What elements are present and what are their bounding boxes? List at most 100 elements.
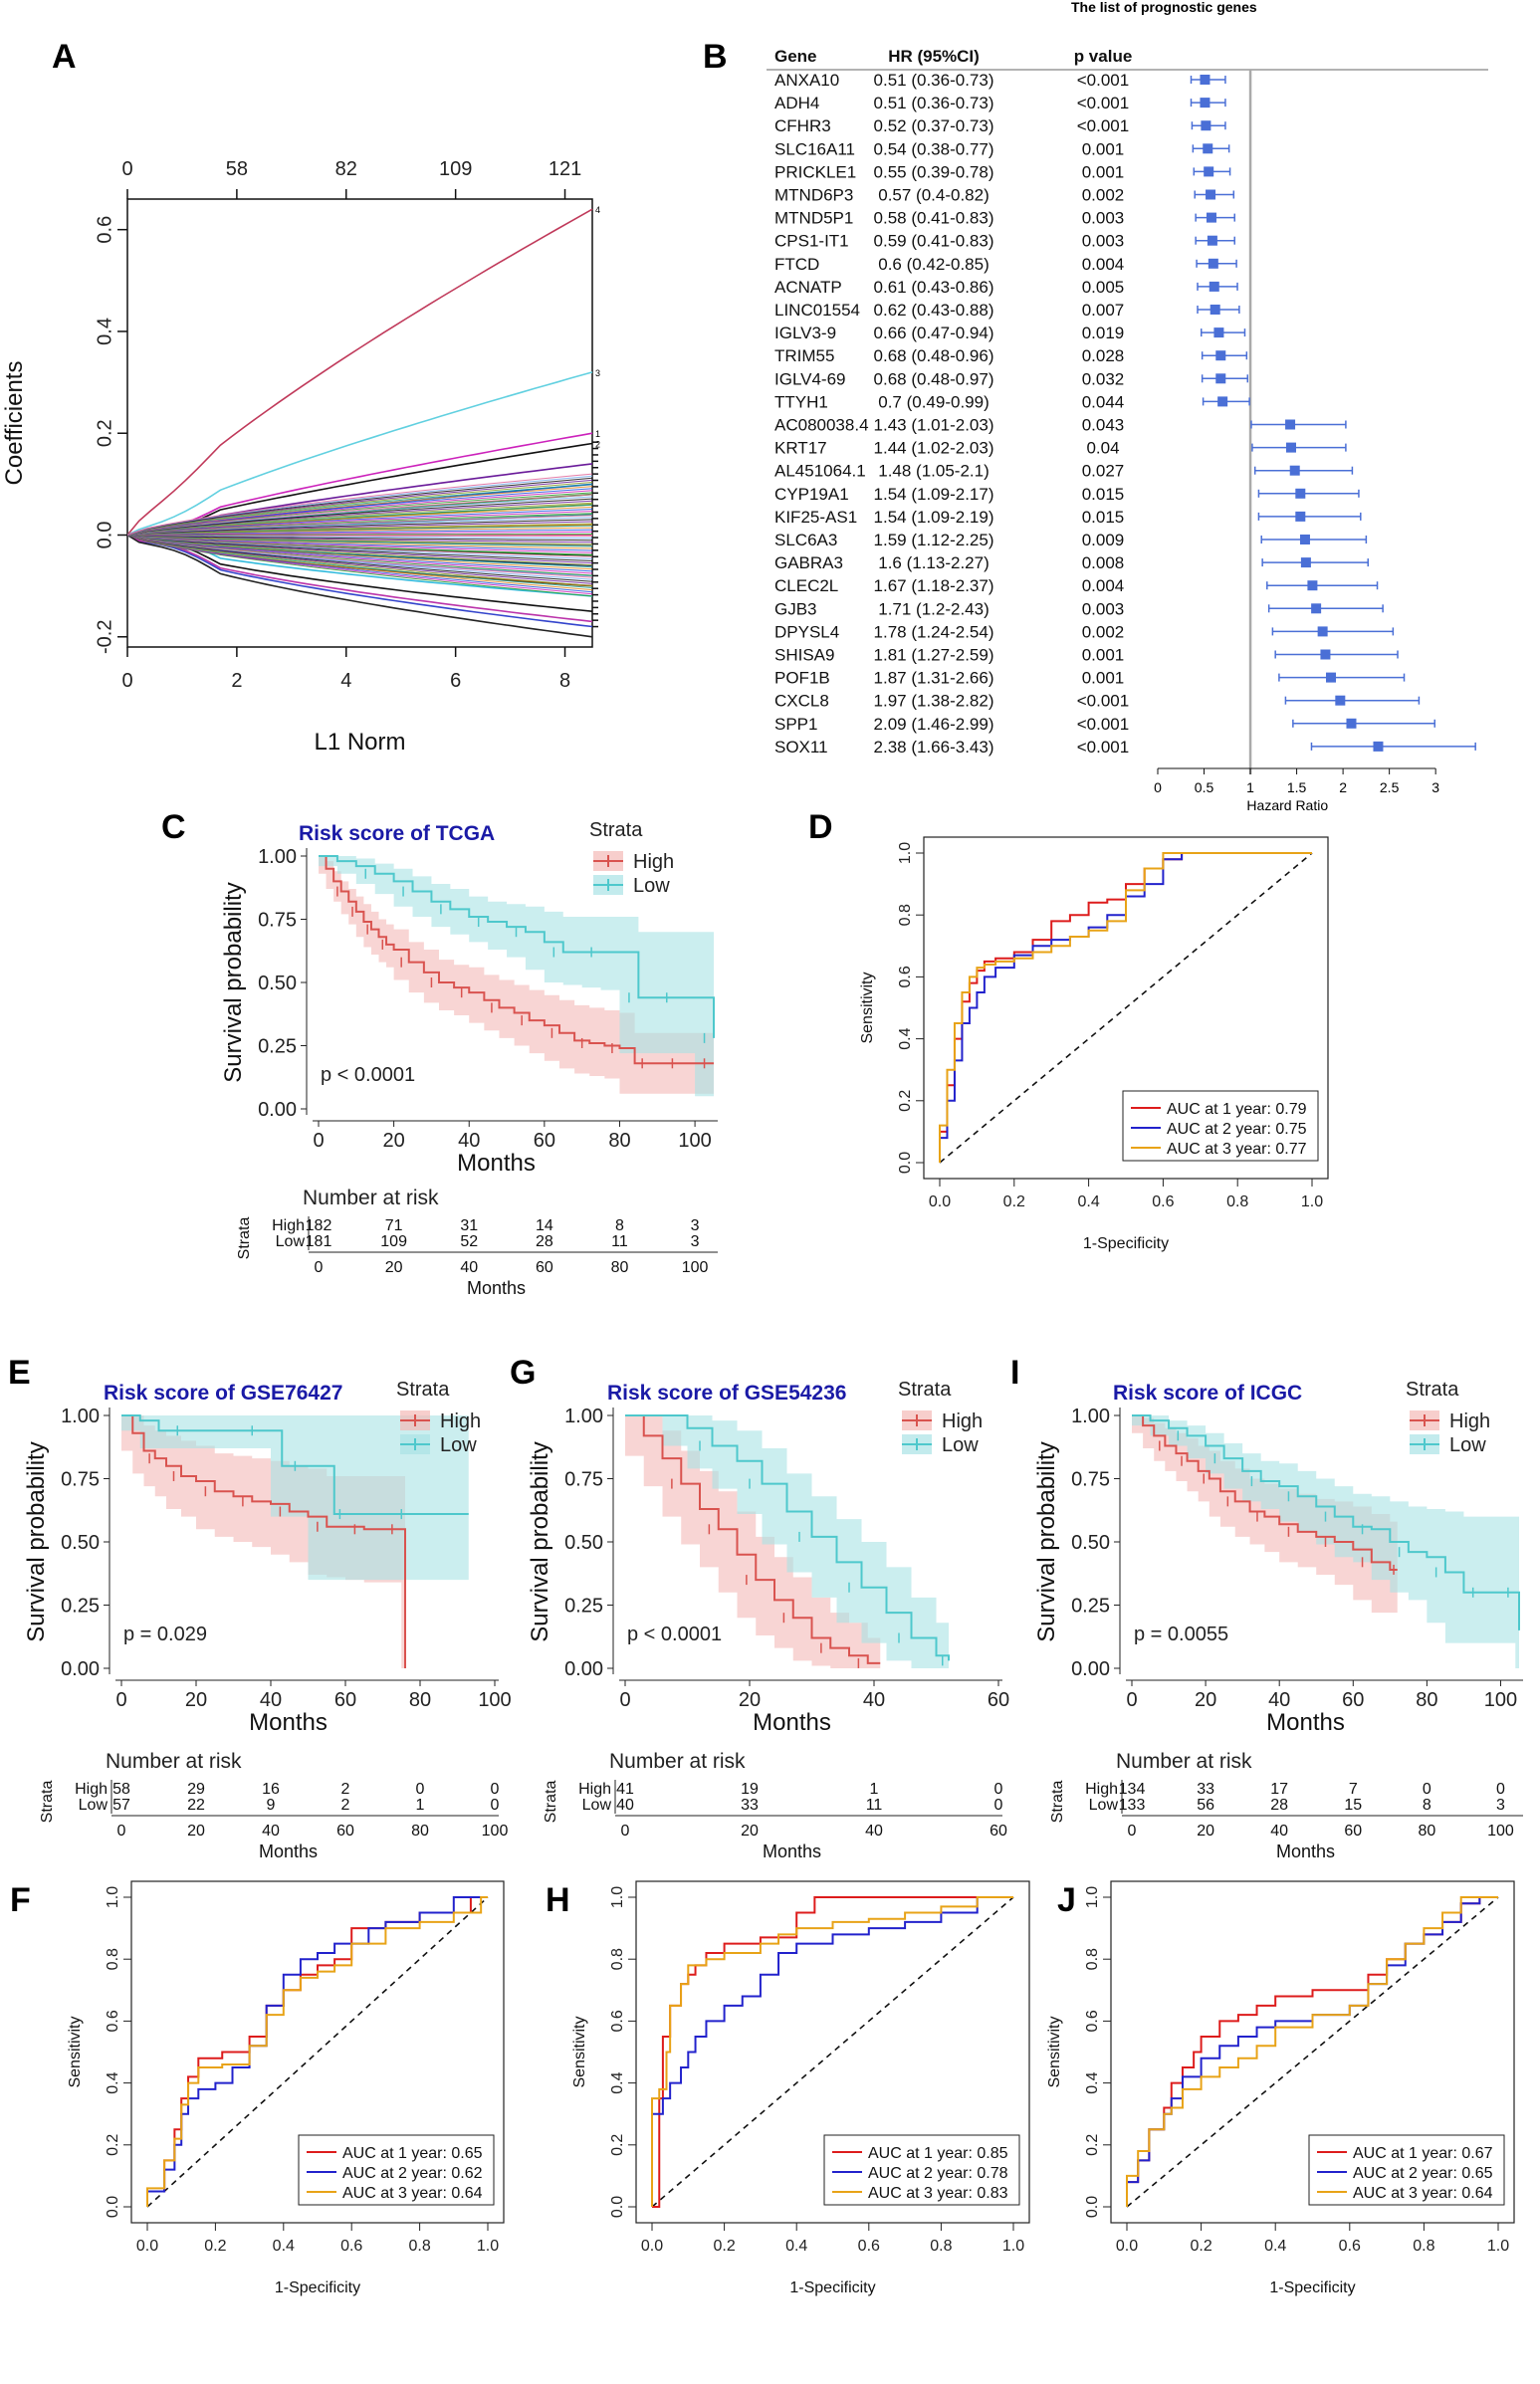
survival-curve-low [319,855,715,1038]
hr-ci-text: 1.44 (1.02-2.03) [874,439,994,458]
x-tick-label: 0.0 [1116,2238,1138,2255]
coef-path-7 [126,535,593,582]
legend-box [1308,2134,1505,2206]
gene-name: MTND6P3 [774,186,853,205]
p-value-text: 0.001 [1082,139,1125,158]
roc-plot-tcga: 0.0 0.2 0.4 0.6 0.8 1.0 0.0 0.2 0.4 0.6 0.8 1.0 1-Sp… [859,836,1329,1252]
gene-name: ANXA10 [774,71,839,90]
x-tick-label: 100 [1484,1689,1517,1711]
x-tick-label: 60 [988,1689,1009,1711]
panel-label-c: C [161,808,186,846]
x-tick-label: 0.0 [136,2238,158,2255]
km-plot-gse76427: 0.000.250.500.751.000 20 40 60 80 100MonthsSu… [23,1379,512,1861]
y-tick-label: 0.75 [258,910,297,932]
hr-ci-text: 0.62 (0.43-0.88) [874,301,994,320]
hr-point [1335,695,1346,706]
coef-path-26 [126,535,593,543]
hr-ci-text: 1.67 (1.18-2.37) [874,576,994,595]
risk-x-label: Months [259,1842,318,1861]
hr-point [1209,281,1219,292]
gene-name: SOX11 [774,738,828,757]
coef-path-9 [126,535,593,578]
y-axis-label: Survival probability [220,882,247,1082]
risk-x-tick: 80 [611,1259,629,1276]
gene-name: ADH4 [774,94,819,112]
coef-path-31 [126,531,593,536]
coef-path-19 [126,535,593,557]
hr-point [1346,718,1357,729]
x-tick-label: 0 [1126,1689,1137,1711]
hr-ci-text: 1.59 (1.12-2.25) [874,531,994,549]
hr-point [1215,350,1226,361]
x-tick-label: 0.0 [641,2238,663,2255]
risk-x-tick: 0 [117,1823,126,1840]
roc-curve-3 [651,1896,1013,2207]
risk-count: 22 [187,1797,205,1814]
hr-point [1311,603,1322,614]
risk-count: 14 [536,1217,553,1234]
risk-count: 2 [341,1797,350,1814]
reference-diagonal [1126,1896,1499,2208]
x-tick-label: 20 [382,1130,404,1152]
hr-ci-text: 0.54 (0.38-0.77) [874,139,994,158]
hr-ci-text: 1.43 (1.01-2.03) [874,416,994,435]
legend-entry: AUC at 2 year: 0.75 [1167,1121,1307,1138]
p-value-label: p = 0.029 [123,1624,207,1645]
p-value-text: 0.015 [1082,485,1125,504]
risk-count: 11 [611,1233,628,1250]
coef-path-14 [126,535,593,568]
plot-title: Risk score of ICGC [1113,1382,1302,1405]
y-tick-label: 0.2 [94,419,115,447]
gene-name: GJB3 [774,599,817,618]
p-value-text: 0.04 [1086,439,1119,458]
roc-plot-gse54236: 0.0 0.2 0.4 0.6 0.8 1.0 0.0 0.2 0.4 0.6 0.8 1.0 1-Sp… [571,1880,1030,2296]
coef-path-16 [126,535,593,564]
hr-point [1208,258,1218,269]
risk-x-label: Months [1276,1842,1335,1861]
coef-path-5 [126,535,593,586]
panel-label-e: E [8,1354,31,1392]
coef-path-29 [126,535,592,537]
legend-entry: AUC at 1 year: 0.67 [1353,2145,1493,2162]
risk-count: 56 [1197,1797,1214,1814]
risk-count: 109 [380,1233,407,1250]
y-tick-label: 0.6 [105,2010,121,2032]
gene-name: MTND5P1 [774,209,853,228]
x-tick-label: 0 [1154,779,1162,795]
p-value-text: 0.003 [1082,232,1125,251]
gene-name: IGLV3-9 [774,324,836,342]
gene-name: SPP1 [774,715,817,734]
p-value-text: <0.001 [1077,738,1129,757]
hr-point [1217,396,1228,407]
header-gene: Gene [774,47,817,66]
km-plot-tcga: 0.000.250.500.751.000 20 40 60 80 100MonthsSu… [220,819,718,1298]
plot-frame [130,1880,505,2224]
km-plot-gse54236: 0.00 0.25 0.50 0.75 1.00 0 20 40 60 Months Surviva… [527,1379,1009,1861]
x-tick-label: 2 [1339,779,1347,795]
risk-count: 3 [1496,1797,1505,1814]
y-tick-label: 0.00 [258,1099,297,1121]
y-tick-label: 0.0 [1084,2196,1101,2218]
hr-point [1295,511,1306,522]
p-value-text: <0.001 [1077,94,1129,112]
hr-point [1201,120,1211,131]
legend-entry: AUC at 3 year: 0.64 [1353,2185,1493,2202]
p-value-text: 0.007 [1082,301,1125,320]
y-axis-label: Sensitivity [1046,2016,1063,2087]
coef-path-47 [126,498,593,536]
ci-band-high [625,1415,881,1668]
y-axis-label: Survival probability [23,1441,50,1641]
coef-path-55 [126,482,593,536]
risk-count: 0 [994,1797,1003,1814]
panel-label-j: J [1057,1881,1076,1919]
coef-path-39 [126,515,593,536]
x-tick-label: 40 [260,1689,282,1711]
x-axis-label: 1-Specificity [789,2279,875,2296]
coef-path-13 [126,535,593,570]
path-magenta2 [126,534,593,623]
risk-count: 58 [112,1781,130,1798]
path-black-up [126,442,593,537]
y-tick-label: 1.00 [1071,1406,1110,1427]
risk-count: 40 [616,1797,634,1814]
coef-path-2 [126,535,593,593]
